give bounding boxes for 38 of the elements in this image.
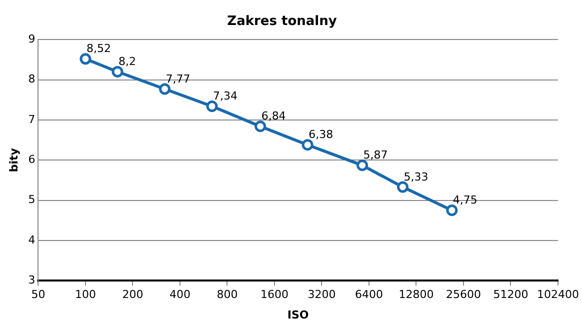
x-tick-label: 25600 bbox=[446, 288, 481, 302]
data-label: 8,2 bbox=[118, 55, 136, 68]
x-tick-label: 102400 bbox=[537, 288, 580, 302]
data-label: 7,34 bbox=[213, 90, 238, 103]
x-axis-title: ISO bbox=[287, 308, 309, 322]
y-tick-label: 5 bbox=[28, 193, 36, 206]
data-label: 7,77 bbox=[166, 72, 190, 86]
chart-title: Zakres tonalny bbox=[227, 14, 338, 30]
x-tick-label: 50 bbox=[31, 288, 46, 302]
x-tick-label: 51200 bbox=[493, 288, 528, 302]
y-tick-label: 7 bbox=[28, 112, 36, 126]
x-tick-label: 1600 bbox=[260, 288, 288, 302]
y-tick-label: 4 bbox=[28, 233, 36, 246]
point bbox=[112, 66, 124, 78]
point bbox=[206, 100, 218, 112]
x-tick-label: 12800 bbox=[398, 288, 434, 302]
x-tick-label: 3200 bbox=[308, 288, 336, 302]
y-axis-title: bity bbox=[7, 148, 20, 172]
point bbox=[254, 120, 266, 132]
y-tick-label: 8 bbox=[28, 72, 36, 86]
point bbox=[396, 181, 408, 193]
y-tick-label: 3 bbox=[28, 273, 36, 286]
data-label: 4,75 bbox=[452, 194, 478, 207]
y-tick-label: 9 bbox=[28, 32, 36, 46]
data-label: 6,84 bbox=[261, 110, 286, 123]
data-label: 5,87 bbox=[363, 148, 388, 162]
x-tick-label: 6400 bbox=[354, 288, 383, 302]
x-tick-label: 200 bbox=[122, 288, 144, 302]
x-tick-label: 400 bbox=[169, 288, 190, 302]
data-label: 6,38 bbox=[308, 128, 334, 142]
data-label: 8,52 bbox=[86, 42, 111, 56]
point bbox=[302, 139, 314, 151]
point bbox=[159, 83, 170, 95]
data-label: 5,33 bbox=[404, 170, 428, 184]
point bbox=[446, 204, 458, 216]
x-tick-label: 100 bbox=[74, 288, 96, 302]
x-tick-label: 800 bbox=[216, 288, 238, 302]
y-tick-label: 6 bbox=[28, 152, 36, 166]
